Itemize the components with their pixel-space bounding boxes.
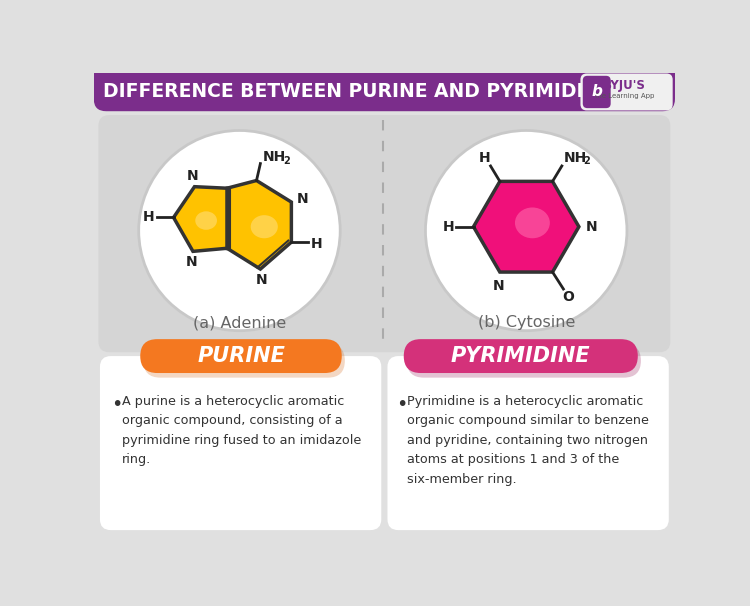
Text: PYRIMIDINE: PYRIMIDINE (451, 346, 590, 366)
Text: N: N (296, 192, 308, 206)
Text: The Learning App: The Learning App (593, 93, 655, 99)
Text: BYJU'S: BYJU'S (602, 79, 645, 92)
Bar (94, 73, 675, 92)
Text: NH: NH (563, 152, 586, 165)
FancyBboxPatch shape (98, 115, 670, 352)
Text: DIFFERENCE BETWEEN PURINE AND PYRIMIDINE: DIFFERENCE BETWEEN PURINE AND PYRIMIDINE (103, 82, 612, 101)
Text: 2: 2 (584, 156, 590, 167)
Text: (b) Cytosine: (b) Cytosine (478, 316, 575, 330)
Text: H: H (310, 237, 322, 251)
Text: •: • (111, 395, 122, 413)
Text: N: N (493, 279, 504, 293)
Ellipse shape (515, 207, 550, 238)
Polygon shape (173, 187, 227, 251)
FancyBboxPatch shape (143, 344, 345, 378)
Text: N: N (185, 255, 197, 269)
Text: 2: 2 (284, 156, 290, 165)
Text: A purine is a heterocyclic aromatic
organic compound, consisting of a
pyrimidine: A purine is a heterocyclic aromatic orga… (122, 395, 361, 466)
Polygon shape (473, 181, 579, 272)
FancyBboxPatch shape (406, 344, 641, 378)
Text: (a) Adenine: (a) Adenine (193, 316, 286, 330)
Text: N: N (188, 169, 199, 183)
Text: H: H (443, 220, 454, 234)
FancyBboxPatch shape (580, 73, 673, 110)
Text: Pyrimidine is a heterocyclic aromatic
organic compound similar to benzene
and py: Pyrimidine is a heterocyclic aromatic or… (406, 395, 649, 485)
Text: •: • (396, 395, 407, 413)
Text: H: H (143, 210, 154, 224)
FancyBboxPatch shape (94, 73, 675, 112)
FancyBboxPatch shape (100, 356, 381, 530)
FancyBboxPatch shape (140, 339, 342, 373)
Text: NH: NH (262, 150, 286, 164)
Circle shape (425, 130, 627, 331)
Text: b: b (591, 84, 602, 99)
Ellipse shape (251, 215, 278, 238)
FancyBboxPatch shape (404, 339, 638, 373)
FancyBboxPatch shape (583, 76, 610, 108)
Polygon shape (227, 181, 291, 269)
Text: N: N (256, 273, 268, 287)
Text: O: O (562, 290, 574, 304)
Ellipse shape (195, 211, 217, 230)
Circle shape (139, 130, 340, 331)
Text: PURINE: PURINE (197, 346, 285, 366)
Text: N: N (586, 220, 597, 234)
Text: H: H (478, 152, 490, 165)
FancyBboxPatch shape (388, 356, 669, 530)
